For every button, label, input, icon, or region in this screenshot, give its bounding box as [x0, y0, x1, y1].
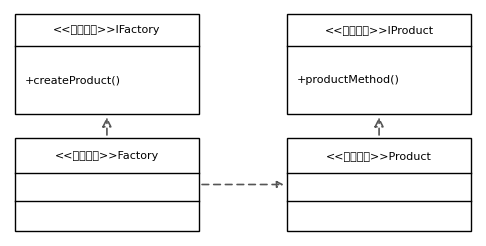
Bar — [287, 138, 471, 231]
Bar — [287, 14, 471, 114]
Text: <<工厂实现>>Factory: <<工厂实现>>Factory — [55, 151, 159, 161]
Text: <<工厂接口>>IFactory: <<工厂接口>>IFactory — [53, 25, 161, 35]
Text: +createProduct(): +createProduct() — [24, 75, 121, 85]
Text: <<产品接口>>IProduct: <<产品接口>>IProduct — [325, 25, 434, 35]
Text: +productMethod(): +productMethod() — [296, 75, 399, 85]
Text: <<产品实现>>Product: <<产品实现>>Product — [326, 151, 432, 161]
Bar — [15, 14, 199, 114]
Bar — [15, 138, 199, 231]
